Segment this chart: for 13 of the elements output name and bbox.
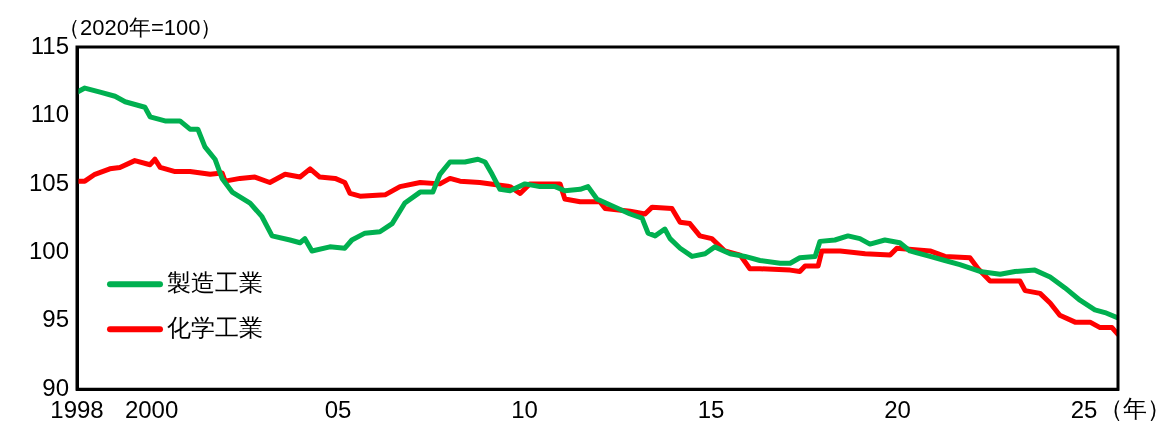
legend-label: 化学工業 — [167, 313, 263, 341]
x-tick-label: 15 — [697, 396, 725, 424]
x-tick-label: 10 — [511, 396, 538, 424]
x-tick-label: 25 — [1070, 396, 1098, 424]
y-tick-label: 95 — [42, 305, 69, 333]
y-tick-label: 105 — [28, 168, 69, 196]
x-tick-label: 20 — [884, 396, 911, 424]
x-axis-title: （年） — [1099, 394, 1160, 422]
y-tick-label: 110 — [30, 100, 69, 128]
y-tick-label: 100 — [28, 236, 69, 264]
x-tick-label: 05 — [324, 396, 352, 424]
x-tick-label: 2000 — [124, 396, 179, 424]
legend-label: 製造工業 — [167, 268, 263, 296]
